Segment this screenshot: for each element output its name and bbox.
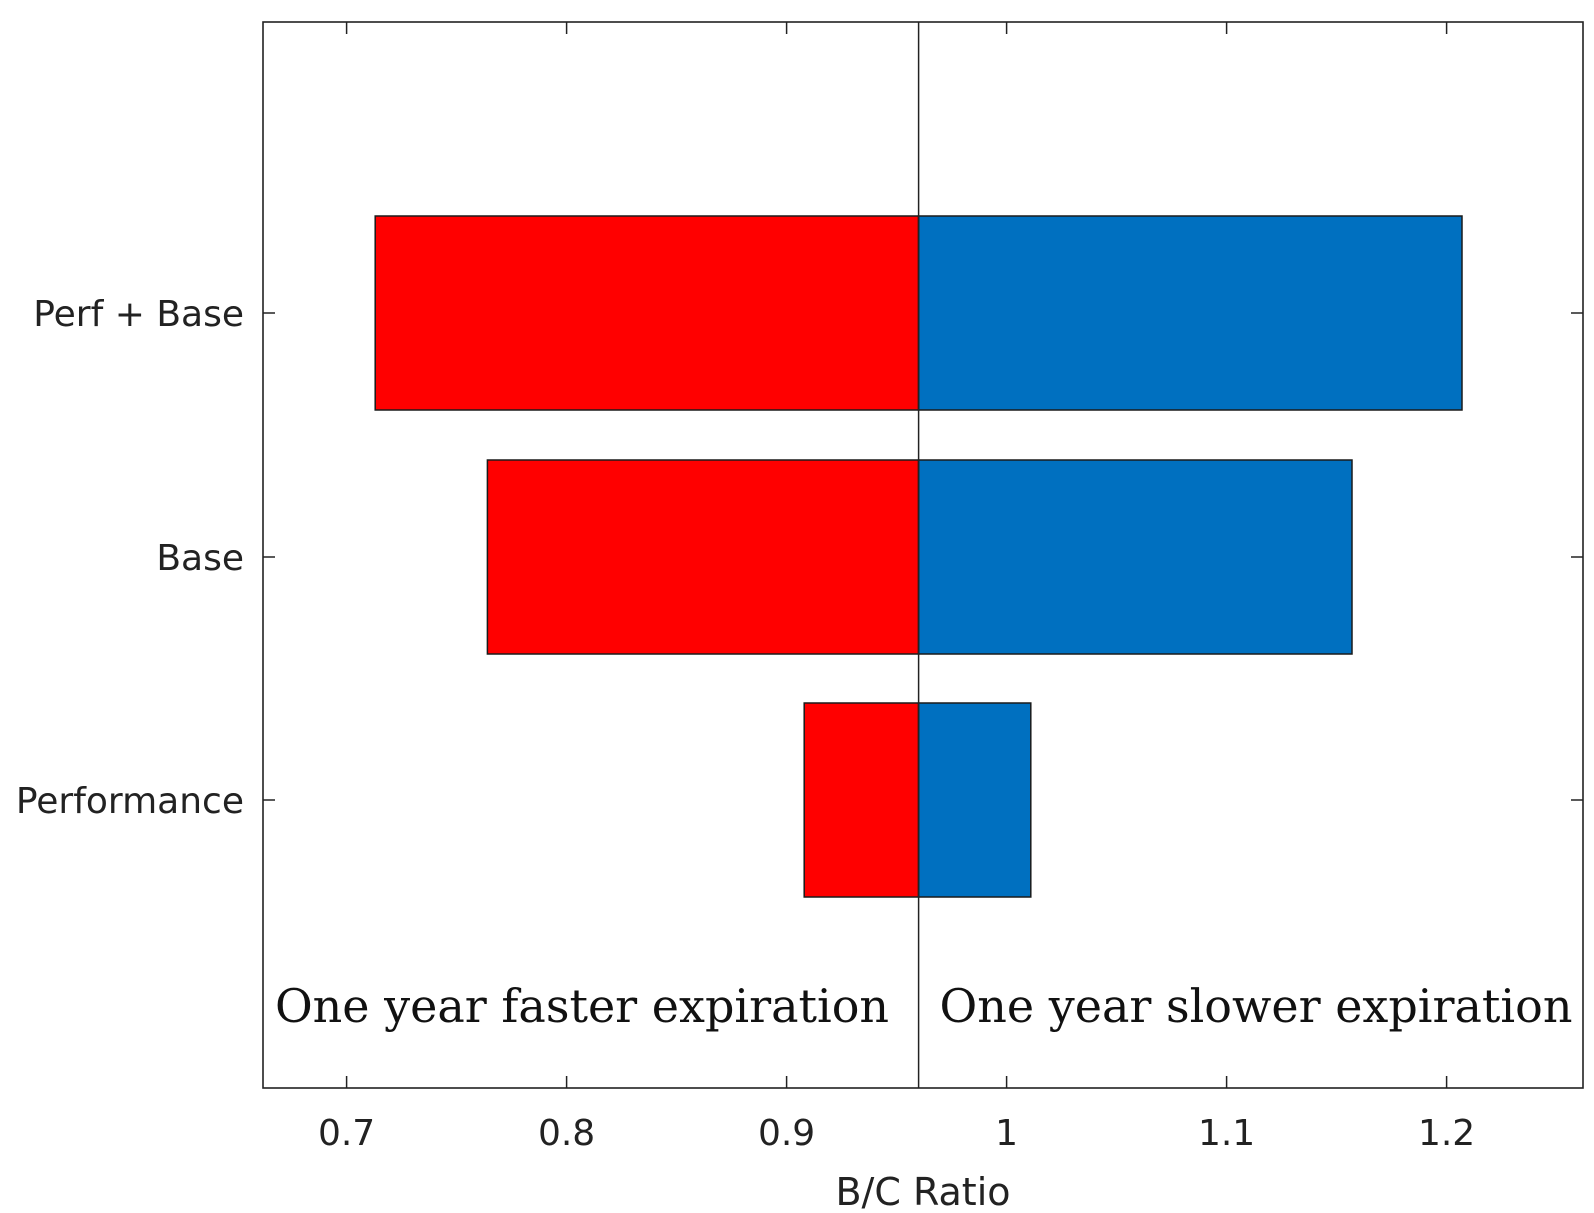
x-tick-label: 0.8 (538, 1113, 595, 1154)
annotation-right: One year slower expiration (940, 979, 1573, 1033)
x-tick-label: 1.1 (1198, 1113, 1255, 1154)
x-tick-label: 1 (995, 1113, 1018, 1154)
x-tick-label: 1.2 (1418, 1113, 1475, 1154)
annotation-left: One year faster expiration (275, 979, 889, 1033)
bar-base-faster (486, 459, 920, 655)
x-tick-label: 0.7 (318, 1113, 375, 1154)
tick-labels-group: 0.7 0.8 0.9 1 1.1 1.2 Performance Base Perf + Ba… (16, 294, 1475, 1154)
bar-perf-base-faster (374, 215, 920, 411)
x-axis-title: B/C Ratio (835, 1170, 1010, 1213)
ticks-group (263, 22, 1583, 1088)
bar-perf-base-slower (917, 215, 1463, 411)
bar-performance-slower (917, 702, 1032, 898)
x-tick-label: 0.9 (758, 1113, 815, 1154)
plot-frame (262, 21, 1584, 1089)
y-tick-label: Performance (16, 781, 244, 822)
bar-performance-faster (803, 702, 920, 898)
y-tick-label: Base (156, 538, 244, 579)
bars-group (374, 215, 1463, 898)
y-tick-label: Perf + Base (33, 294, 244, 335)
bar-base-slower (917, 459, 1353, 655)
